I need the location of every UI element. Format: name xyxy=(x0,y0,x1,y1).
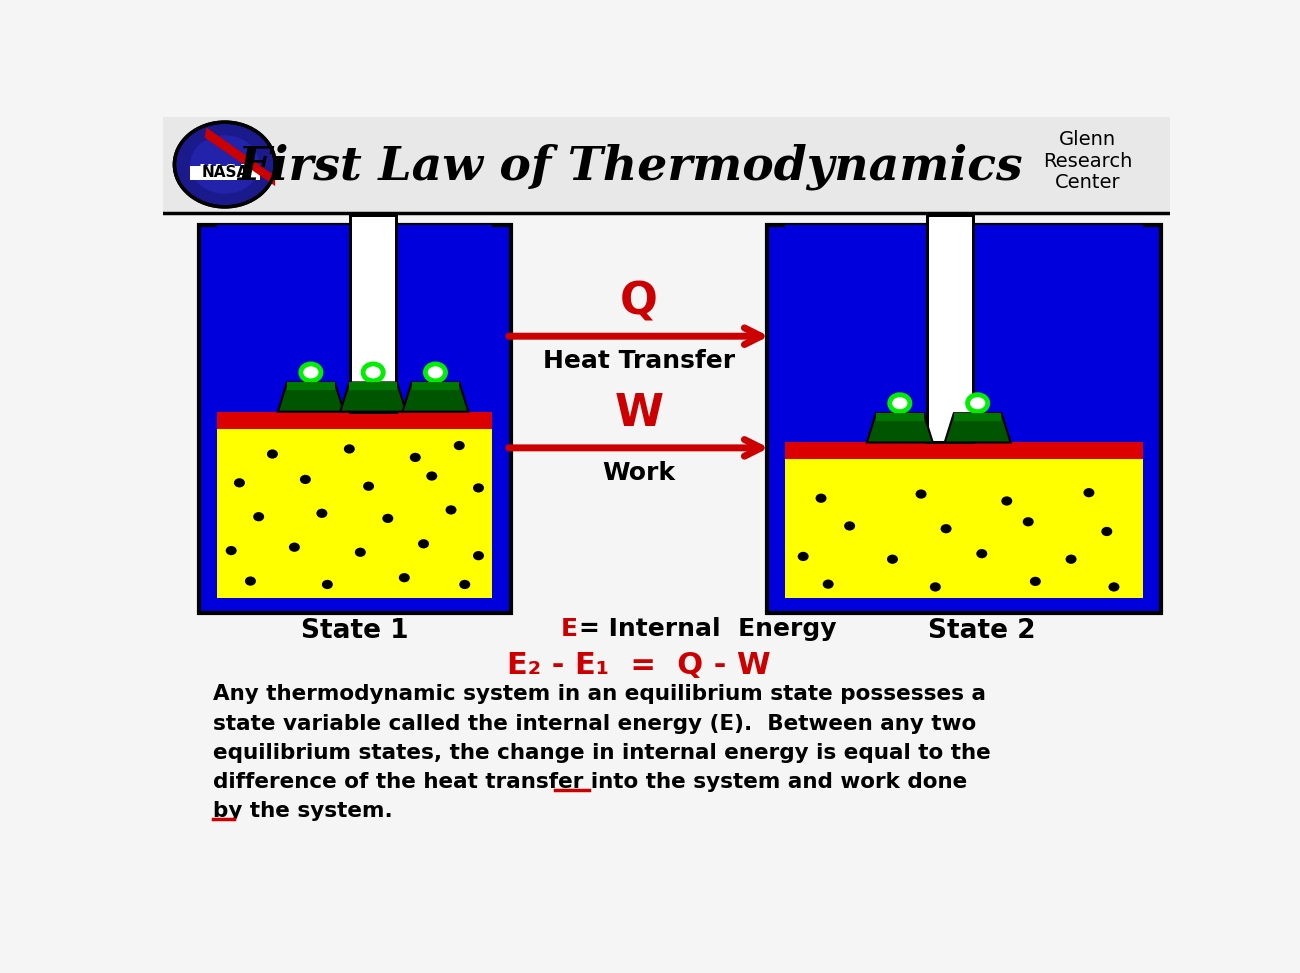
Circle shape xyxy=(190,135,260,194)
Text: equilibrium states, the change in internal energy is equal to the: equilibrium states, the change in intern… xyxy=(213,742,991,763)
Bar xyxy=(199,225,511,613)
Bar xyxy=(217,225,493,598)
Circle shape xyxy=(226,546,237,556)
Text: Work: Work xyxy=(602,460,675,485)
Circle shape xyxy=(473,551,484,560)
Circle shape xyxy=(446,505,456,515)
Text: E₂ - E₁  =  Q - W: E₂ - E₁ = Q - W xyxy=(507,651,771,680)
Circle shape xyxy=(473,484,484,492)
Bar xyxy=(217,412,493,429)
Text: Center: Center xyxy=(1054,173,1121,193)
Circle shape xyxy=(363,364,384,380)
Bar xyxy=(927,215,974,443)
Text: Q: Q xyxy=(620,280,658,323)
Circle shape xyxy=(1066,555,1076,563)
Circle shape xyxy=(815,493,827,503)
Polygon shape xyxy=(954,414,1001,421)
Text: E: E xyxy=(560,617,578,641)
Bar xyxy=(350,215,396,412)
Circle shape xyxy=(967,395,988,412)
Circle shape xyxy=(174,123,276,207)
Text: difference of the heat transfer into the system and work done: difference of the heat transfer into the… xyxy=(213,772,967,792)
Circle shape xyxy=(425,364,446,380)
Bar xyxy=(162,117,1170,213)
Polygon shape xyxy=(278,382,343,412)
Circle shape xyxy=(399,573,410,582)
Circle shape xyxy=(798,552,809,561)
Circle shape xyxy=(1030,577,1041,586)
Circle shape xyxy=(976,549,987,559)
Circle shape xyxy=(1101,526,1113,536)
Circle shape xyxy=(254,512,264,522)
Text: = Internal  Energy: = Internal Energy xyxy=(580,617,837,641)
Bar xyxy=(767,225,1161,613)
Circle shape xyxy=(941,524,952,533)
Circle shape xyxy=(363,482,374,490)
Text: State 1: State 1 xyxy=(302,618,408,644)
Polygon shape xyxy=(204,127,276,186)
Circle shape xyxy=(316,509,328,518)
Polygon shape xyxy=(403,382,468,412)
Bar xyxy=(785,459,1143,598)
Circle shape xyxy=(266,450,278,458)
Circle shape xyxy=(234,478,244,487)
Bar xyxy=(217,225,493,598)
Polygon shape xyxy=(945,414,1010,443)
Circle shape xyxy=(454,441,465,450)
Text: by the system.: by the system. xyxy=(213,802,393,821)
Text: Research: Research xyxy=(1043,152,1132,171)
Circle shape xyxy=(355,548,365,557)
Text: Glenn: Glenn xyxy=(1060,130,1117,150)
Bar xyxy=(927,215,974,443)
Circle shape xyxy=(343,445,355,453)
Circle shape xyxy=(1109,582,1119,592)
Circle shape xyxy=(1083,488,1095,497)
Circle shape xyxy=(1001,496,1013,506)
Circle shape xyxy=(300,475,311,484)
Text: state variable called the internal energy (E).  Between any two: state variable called the internal energ… xyxy=(213,713,976,734)
Polygon shape xyxy=(867,414,933,443)
Text: Any thermodynamic system in an equilibrium state possesses a: Any thermodynamic system in an equilibri… xyxy=(213,684,985,704)
Text: W: W xyxy=(614,392,663,435)
Circle shape xyxy=(410,452,421,462)
Polygon shape xyxy=(341,382,406,412)
Circle shape xyxy=(887,555,898,563)
Text: State 2: State 2 xyxy=(928,618,1036,644)
Bar xyxy=(785,443,1143,459)
Circle shape xyxy=(844,522,855,530)
Bar xyxy=(190,166,260,180)
Circle shape xyxy=(382,514,394,523)
Circle shape xyxy=(915,489,927,499)
Polygon shape xyxy=(287,382,334,390)
Bar xyxy=(217,429,493,598)
Circle shape xyxy=(1023,518,1034,526)
Circle shape xyxy=(930,582,941,592)
Polygon shape xyxy=(412,382,459,390)
Bar xyxy=(350,215,396,412)
Circle shape xyxy=(289,543,300,552)
Circle shape xyxy=(823,580,833,589)
Circle shape xyxy=(889,395,910,412)
Text: NASA: NASA xyxy=(199,163,251,181)
Polygon shape xyxy=(350,382,396,390)
Text: NASA: NASA xyxy=(202,165,248,180)
Circle shape xyxy=(426,472,437,481)
Circle shape xyxy=(459,580,471,589)
Text: First Law of Thermodynamics: First Law of Thermodynamics xyxy=(237,144,1022,190)
Polygon shape xyxy=(876,414,923,421)
Circle shape xyxy=(419,539,429,549)
Circle shape xyxy=(322,580,333,589)
Text: Heat Transfer: Heat Transfer xyxy=(542,349,734,373)
Circle shape xyxy=(300,364,321,380)
Circle shape xyxy=(244,576,256,586)
Bar xyxy=(785,225,1143,598)
Bar xyxy=(785,225,1143,598)
